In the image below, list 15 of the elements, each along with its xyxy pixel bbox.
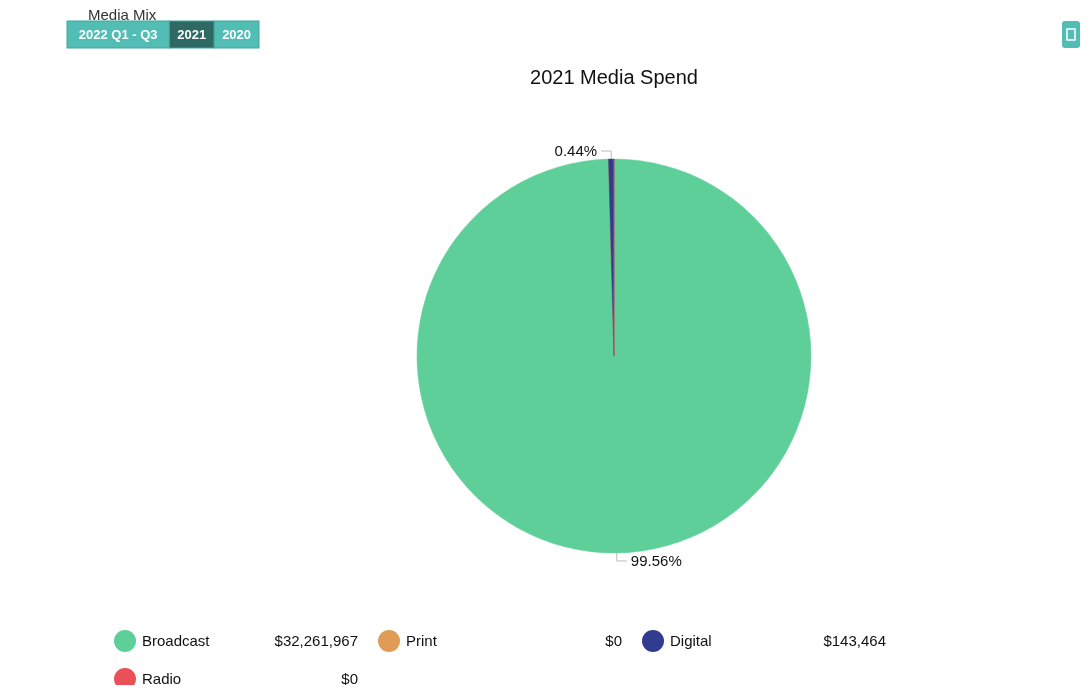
legend-label: Broadcast [142, 632, 211, 649]
data-label: $32,261,967 [274, 632, 358, 649]
pie-slice [416, 158, 812, 553]
text: 99.56% [630, 551, 682, 569]
tab-button: 2020 [213, 20, 260, 49]
text: $0 [605, 632, 622, 649]
tab-button: 2022 Q1 - Q3 [66, 20, 170, 49]
legend-label: Print [406, 632, 438, 649]
text: $0 [341, 670, 358, 687]
legend-label: Digital [670, 632, 712, 649]
tab-button: 2021 [168, 20, 215, 49]
legend-label: Radio [142, 670, 182, 687]
text: 0.44% [554, 142, 598, 160]
data-label: $143,464 [823, 632, 886, 649]
chart-subtitle: 2021 Media Spend [530, 66, 698, 88]
